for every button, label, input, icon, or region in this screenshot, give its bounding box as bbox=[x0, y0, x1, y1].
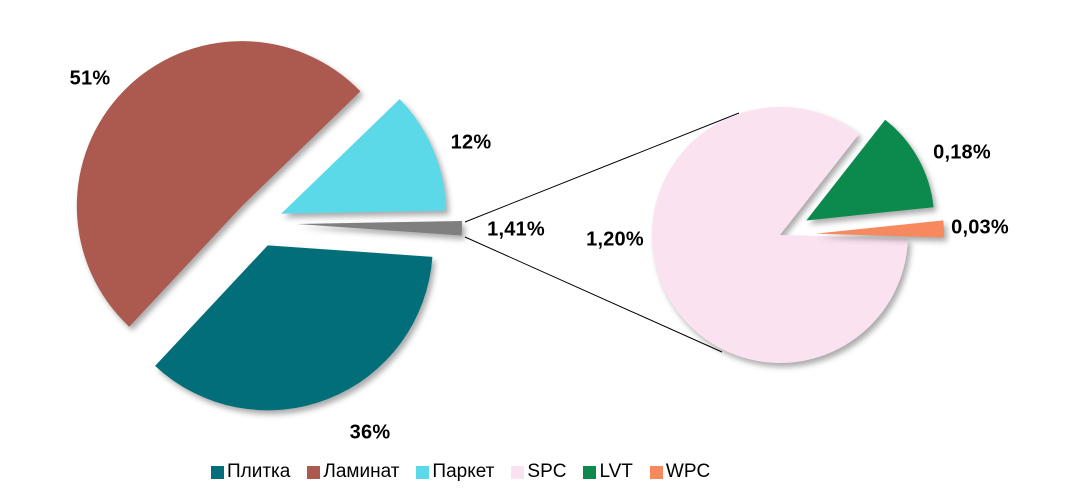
pie-slice-lvt bbox=[806, 119, 934, 221]
legend-item-ламинат: Ламинат bbox=[307, 461, 399, 483]
legend-label: WPC bbox=[665, 461, 711, 482]
connector-line-bottom bbox=[464, 236, 723, 353]
chart-legend: Плитка Ламинат Паркет SPC LVT WPC bbox=[211, 460, 710, 484]
pie-slice-wpc bbox=[815, 220, 944, 238]
pie-slice-паркет bbox=[281, 99, 447, 214]
pie-slice-плитка bbox=[155, 245, 433, 411]
legend-swatch bbox=[649, 465, 663, 479]
secondary-pie bbox=[651, 106, 944, 363]
legend-label: LVT bbox=[599, 461, 633, 482]
slice-label-spc: 1,20% bbox=[586, 228, 644, 251]
slice-label-parket: 12% bbox=[450, 131, 492, 154]
pie-slice-ламинат bbox=[76, 41, 361, 327]
primary-pie bbox=[76, 41, 462, 411]
slice-label-lvt: 0,18% bbox=[933, 141, 991, 164]
legend-label: Плитка bbox=[227, 461, 291, 482]
legend-swatch bbox=[307, 465, 321, 479]
pie-slice-spc bbox=[651, 106, 908, 363]
legend-label: Ламинат bbox=[323, 461, 400, 482]
legend-swatch bbox=[211, 465, 224, 479]
legend-label: Паркет bbox=[432, 461, 495, 482]
slice-label-other: 1,41% bbox=[487, 218, 545, 241]
pie-slice-other bbox=[296, 220, 462, 236]
legend-item-spc: SPC bbox=[511, 461, 566, 483]
legend-item-wpc: WPC bbox=[649, 461, 711, 483]
legend-swatch bbox=[583, 465, 597, 479]
slice-label-plitka: 36% bbox=[349, 421, 391, 444]
legend-swatch bbox=[416, 465, 430, 479]
legend-item-lvt: LVT bbox=[583, 461, 633, 483]
legend-item-паркет: Паркет bbox=[416, 461, 494, 483]
legend-label: SPC bbox=[527, 461, 567, 482]
legend-swatch bbox=[511, 465, 525, 479]
connector-line-top bbox=[464, 112, 740, 223]
slice-label-wpc: 0,03% bbox=[951, 216, 1009, 239]
slice-label-laminat: 51% bbox=[69, 67, 111, 90]
legend-item-плитка: Плитка bbox=[211, 461, 290, 483]
